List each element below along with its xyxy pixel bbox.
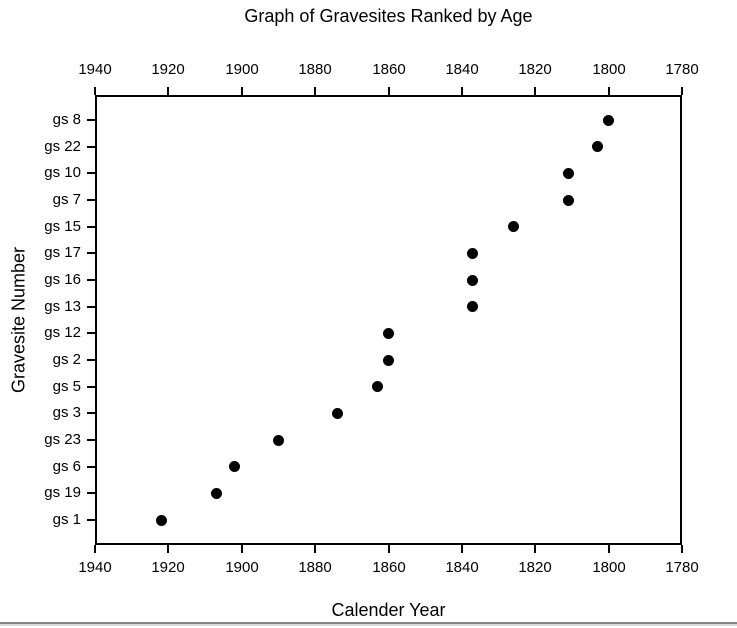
x-tick-top [94, 87, 96, 95]
data-point [562, 194, 574, 206]
x-tick-bottom [461, 545, 463, 553]
y-tick-label: gs 17 [44, 244, 81, 261]
y-tick-label: gs 22 [44, 138, 81, 155]
y-tick [87, 332, 95, 334]
x-tick-top [608, 87, 610, 95]
x-tick-label-top: 1800 [592, 61, 626, 78]
y-tick [87, 492, 95, 494]
x-tick-label-bottom: 1880 [298, 559, 332, 576]
x-tick-label-bottom: 1840 [445, 559, 479, 576]
y-tick [87, 199, 95, 201]
y-tick [87, 359, 95, 361]
x-tick-top [461, 87, 463, 95]
data-point [155, 514, 167, 526]
chart-title: Graph of Gravesites Ranked by Age [244, 6, 533, 26]
y-tick-label: gs 3 [52, 404, 81, 421]
y-tick-label: gs 19 [44, 484, 81, 501]
y-tick-label: gs 10 [44, 164, 81, 181]
x-tick-label-top: 1900 [225, 61, 259, 78]
y-tick-label: gs 13 [44, 298, 81, 315]
data-point [228, 461, 240, 473]
data-point [383, 354, 394, 366]
data-point [467, 247, 479, 259]
data-point [371, 381, 383, 393]
y-tick [87, 172, 95, 174]
x-tick-label-bottom: 1860 [372, 559, 406, 576]
x-tick-label-bottom: 1800 [592, 559, 626, 576]
y-tick-label: gs 1 [52, 511, 81, 528]
data-point [383, 327, 394, 339]
x-tick-top [241, 87, 243, 95]
x-tick-label-top: 1820 [518, 61, 552, 78]
x-tick-top [388, 87, 390, 95]
x-tick-bottom [167, 545, 169, 553]
x-tick-label-top: 1840 [445, 61, 479, 78]
x-tick-label-bottom: 1920 [151, 559, 185, 576]
y-tick [87, 306, 95, 308]
y-axis-label: Gravesite Number [8, 246, 29, 394]
y-tick-label: gs 2 [52, 351, 81, 368]
data-point [507, 221, 519, 233]
x-tick-bottom [94, 545, 96, 553]
y-tick [87, 519, 95, 521]
y-tick-label: gs 12 [44, 324, 81, 341]
x-tick-top [167, 87, 169, 95]
data-point [467, 301, 479, 313]
x-tick-top [534, 87, 536, 95]
y-tick-label: gs 15 [44, 218, 81, 235]
y-tick [87, 466, 95, 468]
y-tick-label: gs 23 [44, 431, 81, 448]
y-tick-label: gs 6 [52, 458, 81, 475]
data-point [562, 167, 574, 179]
x-tick-bottom [534, 545, 536, 553]
data-point [272, 434, 284, 446]
y-tick-label: gs 5 [52, 378, 81, 395]
x-tick-label-bottom: 1820 [518, 559, 552, 576]
y-tick [87, 252, 95, 254]
x-tick-label-top: 1780 [665, 61, 699, 78]
x-tick-bottom [388, 545, 390, 553]
data-point [210, 487, 222, 499]
y-tick [87, 412, 95, 414]
y-tick-label: gs 7 [52, 191, 81, 208]
y-tick [87, 226, 95, 228]
y-tick [87, 146, 95, 148]
y-tick [87, 386, 95, 388]
plot-area [95, 95, 682, 545]
data-point [603, 114, 615, 126]
x-tick-label-top: 1860 [372, 61, 406, 78]
y-tick-label: gs 8 [52, 111, 81, 128]
x-tick-label-bottom: 1780 [665, 559, 699, 576]
x-tick-label-top: 1940 [78, 61, 112, 78]
x-tick-label-top: 1920 [151, 61, 185, 78]
x-tick-bottom [608, 545, 610, 553]
x-tick-top [314, 87, 316, 95]
x-axis-label: Calender Year [331, 600, 446, 620]
window-bottom-edge-highlight [0, 624, 737, 626]
data-point [331, 407, 343, 419]
window-bottom-edge [0, 622, 737, 624]
x-tick-bottom [314, 545, 316, 553]
x-tick-bottom [241, 545, 243, 553]
y-tick-label: gs 16 [44, 271, 81, 288]
x-tick-label-bottom: 1940 [78, 559, 112, 576]
data-point [467, 274, 479, 286]
y-tick [87, 279, 95, 281]
x-tick-bottom [681, 545, 683, 553]
y-tick [87, 439, 95, 441]
x-tick-top [681, 87, 683, 95]
y-tick [87, 119, 95, 121]
data-point [592, 141, 604, 153]
x-tick-label-bottom: 1900 [225, 559, 259, 576]
x-tick-label-top: 1880 [298, 61, 332, 78]
